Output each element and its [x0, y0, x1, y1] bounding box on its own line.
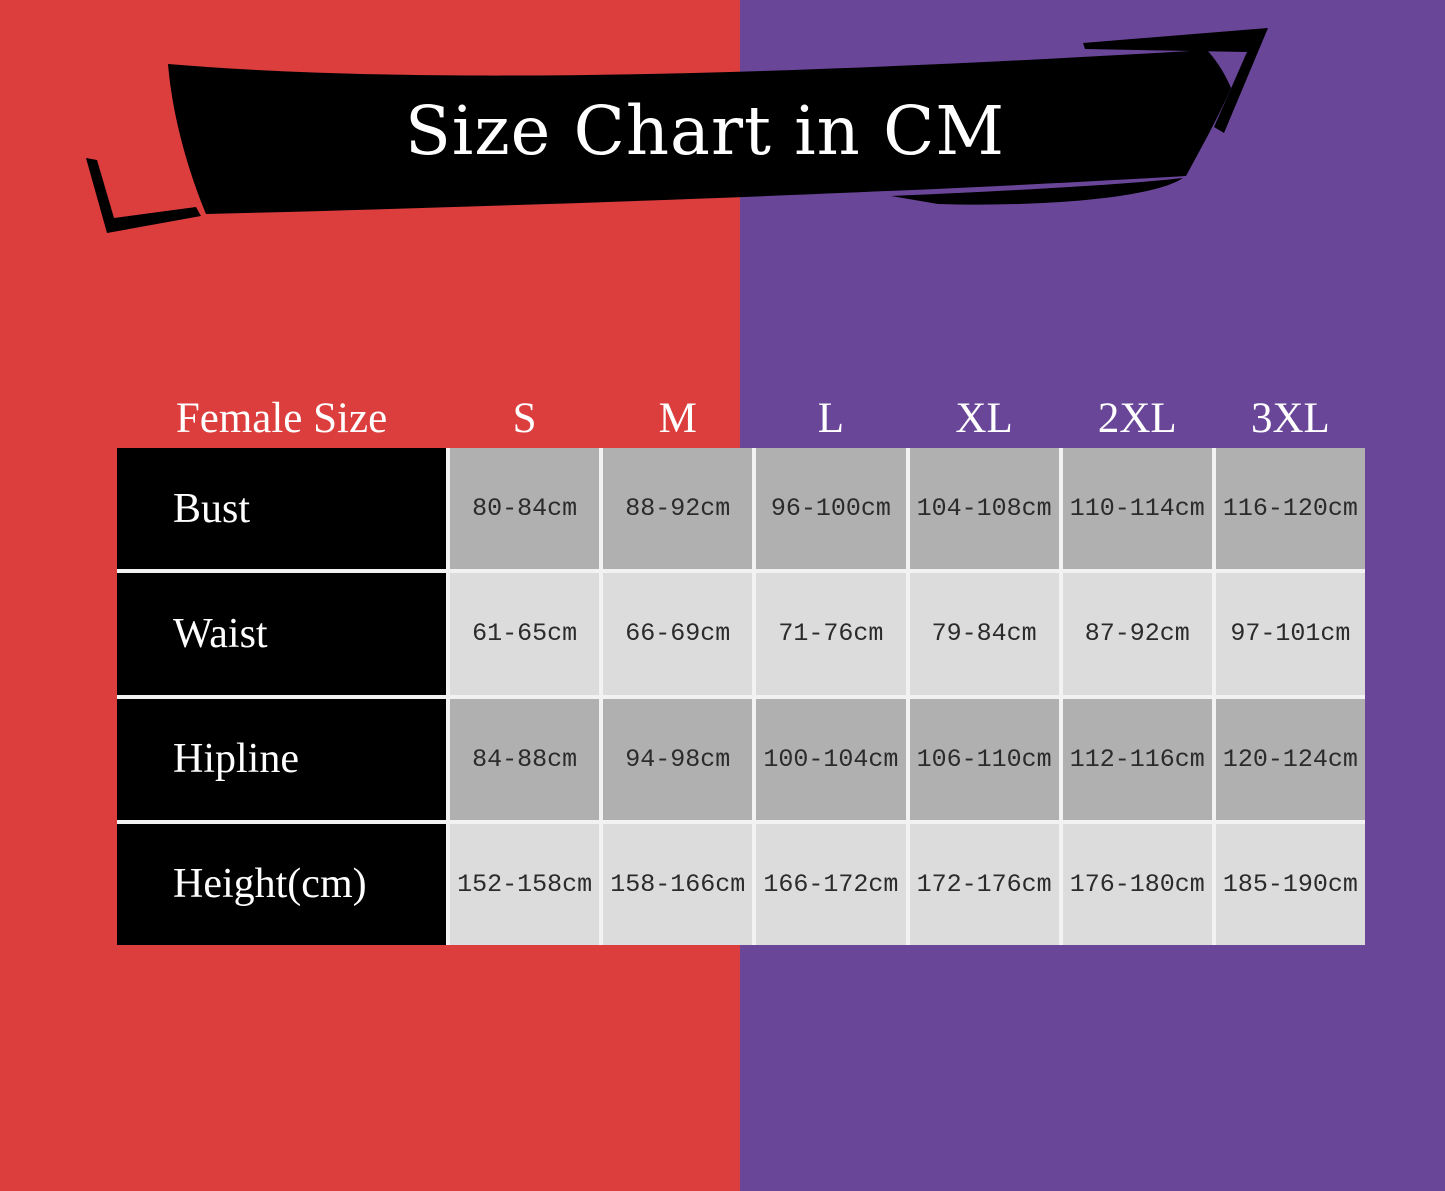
cell-hipline-l: 100-104cm	[756, 698, 906, 820]
header-cell-2xl: 2XL	[1097, 394, 1177, 442]
cell-waist-xl: 79-84cm	[909, 573, 1059, 695]
cell-height-xl: 172-176cm	[909, 823, 1059, 945]
cell-bust-m: 88-92cm	[603, 448, 753, 570]
cell-height-m: 158-166cm	[603, 823, 753, 945]
row-label-bust: Bust	[117, 448, 446, 570]
cell-hipline-xl: 106-110cm	[909, 698, 1059, 820]
header-cell-s: S	[512, 394, 537, 442]
header-cell-3xl: 3XL	[1251, 394, 1330, 442]
banner-ribbon-shape	[86, 28, 1268, 233]
cell-waist-2xl: 87-92cm	[1062, 573, 1212, 695]
cell-height-l: 166-172cm	[756, 823, 906, 945]
header-cell-female-size: Female Size	[175, 394, 388, 442]
cell-hipline-m: 94-98cm	[603, 698, 753, 820]
cell-waist-s: 61-65cm	[450, 573, 600, 695]
cell-bust-3xl: 116-120cm	[1215, 448, 1365, 570]
cell-height-2xl: 176-180cm	[1062, 823, 1212, 945]
cell-bust-s: 80-84cm	[450, 448, 600, 570]
cell-waist-m: 66-69cm	[603, 573, 753, 695]
cell-bust-l: 96-100cm	[756, 448, 906, 570]
row-label-hipline: Hipline	[117, 698, 446, 820]
cell-waist-l: 71-76cm	[756, 573, 906, 695]
cell-bust-2xl: 110-114cm	[1062, 448, 1212, 570]
row-label-waist: Waist	[117, 573, 446, 695]
header-cell-xl: XL	[955, 394, 1013, 442]
cell-waist-3xl: 97-101cm	[1215, 573, 1365, 695]
size-table: Bust 80-84cm 88-92cm 96-100cm 104-108cm …	[117, 448, 1365, 945]
size-table-header: Female Size S M L XL 2XL 3XL	[117, 388, 1365, 448]
page-title: Size Chart in CM	[405, 92, 1005, 170]
header-cell-m: M	[658, 394, 697, 442]
title-banner: Size Chart in CM	[0, 0, 1445, 260]
row-label-height: Height(cm)	[117, 823, 446, 945]
cell-hipline-2xl: 112-116cm	[1062, 698, 1212, 820]
cell-bust-xl: 104-108cm	[909, 448, 1059, 570]
cell-hipline-s: 84-88cm	[450, 698, 600, 820]
header-cell-l: L	[817, 394, 845, 442]
cell-height-3xl: 185-190cm	[1215, 823, 1365, 945]
cell-height-s: 152-158cm	[450, 823, 600, 945]
cell-hipline-3xl: 120-124cm	[1215, 698, 1365, 820]
